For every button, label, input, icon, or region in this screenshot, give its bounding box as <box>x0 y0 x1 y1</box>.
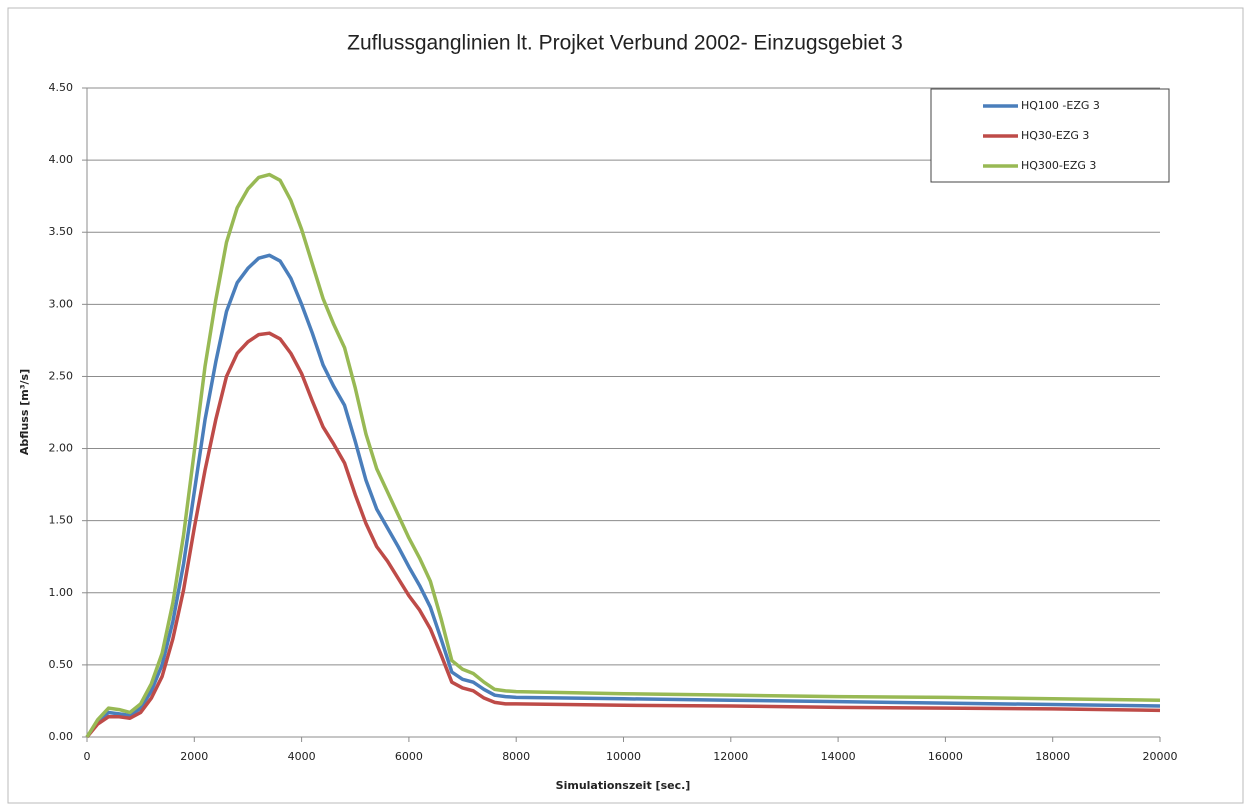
x-tick-label: 4000 <box>288 750 316 763</box>
x-tick-label: 16000 <box>928 750 963 763</box>
x-tick-label: 6000 <box>395 750 423 763</box>
x-tick-label: 8000 <box>502 750 530 763</box>
x-tick-label: 10000 <box>606 750 641 763</box>
y-tick-label: 4.00 <box>49 153 74 166</box>
y-axis-label: Abfluss [m³/s] <box>18 369 31 455</box>
y-tick-label: 3.50 <box>49 225 74 238</box>
legend-label: HQ30-EZG 3 <box>1021 129 1089 142</box>
y-tick-label: 1.50 <box>49 514 74 527</box>
y-tick-label: 2.50 <box>49 369 74 382</box>
y-tick-label: 4.50 <box>49 81 74 94</box>
x-tick-label: 0 <box>84 750 91 763</box>
legend-box <box>930 88 1170 183</box>
x-axis-label: Simulationszeit [sec.] <box>556 779 691 792</box>
x-tick-label: 14000 <box>821 750 856 763</box>
series-line <box>85 172 1161 738</box>
x-tick-label: 20000 <box>1143 750 1178 763</box>
legend-label: HQ300-EZG 3 <box>1021 159 1096 172</box>
chart-title: Zuflussganglinien lt. Projket Verbund 20… <box>347 32 903 55</box>
y-tick-label: 0.50 <box>49 658 74 671</box>
x-tick-label: 2000 <box>180 750 208 763</box>
x-tick-label: 18000 <box>1035 750 1070 763</box>
y-tick-label: 3.00 <box>49 297 74 310</box>
y-tick-label: 1.00 <box>49 586 74 599</box>
series-line <box>85 331 1161 739</box>
y-tick-label: 2.00 <box>49 442 74 455</box>
series-line <box>85 253 1161 739</box>
legend-label: HQ100 -EZG 3 <box>1021 99 1100 112</box>
y-tick-label: 0.00 <box>49 730 74 743</box>
x-tick-label: 12000 <box>713 750 748 763</box>
